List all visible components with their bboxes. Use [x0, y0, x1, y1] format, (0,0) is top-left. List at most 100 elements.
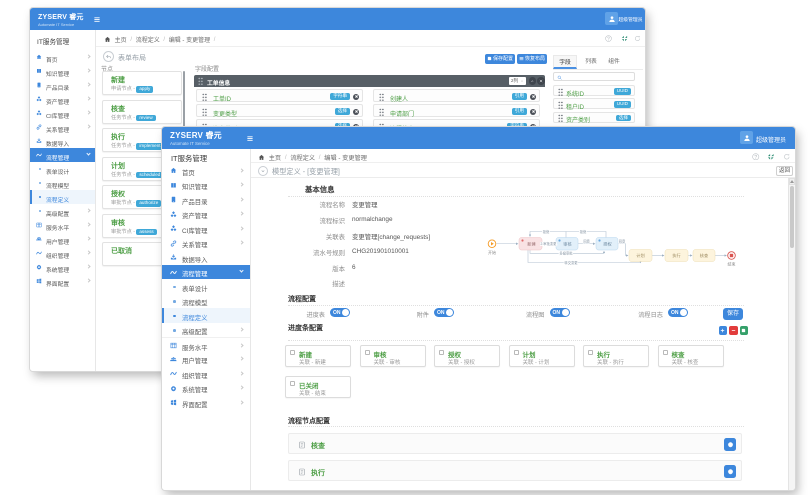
drag-handle-icon[interactable] [558, 114, 563, 123]
breadcrumb[interactable]: 主页 / 流程定义 / 编辑 - 变更管理 [258, 153, 367, 162]
field-cell[interactable]: 创建人 引用 [373, 89, 540, 103]
remove-group-button[interactable] [537, 77, 545, 85]
sidebar-item-process[interactable]: 流程管理 [30, 148, 95, 162]
sidebar-item-relations[interactable]: 关系管理 [30, 120, 95, 134]
sidebar-item-home[interactable]: 首页 [30, 50, 95, 64]
content-scrollbar[interactable] [788, 178, 795, 490]
sidebar-item-home[interactable]: 首页 [162, 163, 250, 178]
sidebar-subitem-advanced-config[interactable]: 高级配置 [162, 323, 250, 338]
refresh-icon[interactable] [783, 153, 791, 161]
sidebar-item-import[interactable]: 数据导入 [162, 250, 250, 265]
help-icon[interactable] [605, 35, 612, 42]
checkbox[interactable] [290, 381, 295, 386]
tab-list[interactable]: 列表 [585, 59, 597, 65]
sidebar-item-service-level[interactable]: 服务水平 [30, 218, 95, 232]
drag-handle-icon[interactable] [379, 122, 384, 131]
toggle-flow-chart[interactable]: ON [549, 308, 570, 317]
sidebar-item-service-level[interactable]: 服务水平 [162, 337, 250, 352]
remove-field-icon[interactable] [530, 108, 536, 115]
sidebar-item-ui-config[interactable]: 界面配置 [162, 395, 250, 410]
toggle-attachments[interactable]: ON [434, 308, 454, 317]
sidebar-item-ci[interactable]: CI库管理 [30, 106, 95, 120]
remove-field-icon[interactable] [530, 123, 536, 130]
sidebar-subitem-process-definition[interactable]: 流程定义 [162, 308, 250, 323]
user-avatar[interactable] [740, 131, 753, 144]
collapse-page-button[interactable] [258, 165, 268, 176]
node-config-row-implement[interactable]: 执行 [288, 460, 742, 481]
sidebar-item-products[interactable]: 产品目录 [162, 192, 250, 207]
sidebar-subitem-form-design[interactable]: 表单设计 [30, 162, 95, 176]
user-name[interactable]: 超级管理员 [618, 18, 643, 23]
remove-field-icon[interactable] [353, 123, 359, 130]
back-button[interactable]: 返回 [776, 165, 793, 176]
remove-field-icon[interactable] [353, 93, 359, 100]
sidebar-item-assets[interactable]: 资产管理 [162, 207, 250, 222]
checkbox[interactable] [513, 350, 519, 355]
drag-handle-icon[interactable] [379, 107, 384, 116]
sidebar-item-knowledge[interactable]: 知识管理 [30, 64, 95, 78]
sidebar-subitem-form-design[interactable]: 表单设计 [162, 279, 250, 294]
checkbox[interactable] [364, 350, 370, 355]
sidebar-item-users[interactable]: 用户管理 [162, 352, 250, 367]
progress-card-new[interactable]: 新建 关联 - 新建 [285, 345, 351, 367]
save-steps-button[interactable] [739, 326, 748, 335]
sidebar-subitem-process-model[interactable]: 流程模型 [162, 294, 250, 309]
drag-handle-icon[interactable] [202, 107, 207, 116]
remove-field-icon[interactable] [353, 108, 359, 115]
progress-card-review[interactable]: 核查 关联 - 核查 [657, 345, 724, 367]
sidebar-item-products[interactable]: 产品目录 [30, 78, 95, 92]
palette-item[interactable]: 资产类别 选择 [553, 111, 635, 124]
tab-fields[interactable]: 字段 [553, 55, 577, 69]
save-layout-button[interactable]: 保存配置 [485, 54, 515, 64]
sidebar-item-users[interactable]: 用户管理 [30, 232, 95, 246]
field-cell[interactable]: 工单ID 字符串 [196, 89, 363, 103]
node-settings-button[interactable] [724, 438, 736, 451]
refresh-icon[interactable] [634, 35, 641, 42]
drag-handle-icon[interactable] [558, 100, 563, 109]
sidebar-item-system[interactable]: 系统管理 [162, 381, 250, 396]
toggle-progress-table[interactable]: ON [330, 308, 350, 317]
fullscreen-icon[interactable] [621, 35, 628, 42]
progress-card-closed[interactable]: 已关闭 关联 - 结束 [285, 376, 351, 398]
progress-card-authorize[interactable]: 授权 关联 - 授权 [434, 345, 500, 367]
scroll-thumb[interactable] [790, 186, 794, 248]
add-step-button[interactable] [718, 326, 727, 335]
drag-handle-icon[interactable] [379, 92, 384, 101]
sidebar-item-process[interactable]: 流程管理 [162, 264, 250, 279]
drag-handle-icon[interactable] [202, 92, 207, 101]
drag-handle-icon[interactable] [202, 122, 207, 131]
progress-card-scheduled[interactable]: 计划 关联 - 计划 [508, 345, 575, 367]
remove-field-icon[interactable] [530, 93, 536, 100]
field-group-header[interactable]: 工单信息 2列 [194, 75, 545, 87]
field-cell[interactable]: 申请部门 引用 [373, 104, 540, 118]
user-avatar[interactable] [605, 12, 618, 25]
fullscreen-icon[interactable] [767, 153, 775, 161]
help-icon[interactable] [752, 153, 760, 161]
progress-card-implement[interactable]: 执行 关联 - 执行 [583, 345, 649, 367]
sidebar-toggle-icon[interactable] [246, 135, 254, 142]
field-cell[interactable]: 变更类型 选择 [196, 104, 363, 118]
collapse-group-button[interactable] [528, 77, 537, 85]
sidebar-item-system[interactable]: 系统管理 [30, 260, 95, 274]
sidebar-item-relations[interactable]: 关系管理 [162, 236, 250, 251]
back-page-icon[interactable] [103, 51, 114, 62]
sidebar-item-ci[interactable]: CI库管理 [162, 221, 250, 236]
node-card-apply[interactable]: 新建 申请节点 - apply [102, 71, 182, 95]
sidebar-item-knowledge[interactable]: 知识管理 [162, 178, 250, 193]
scroll-up-button[interactable] [789, 178, 795, 185]
user-name[interactable]: 超级管理员 [756, 138, 787, 144]
sidebar-subitem-process-definition[interactable]: 流程定义 [30, 190, 95, 204]
palette-search-input[interactable] [553, 72, 635, 81]
node-settings-button[interactable] [724, 465, 736, 478]
diagram-node-assess[interactable]: 审核 [555, 237, 579, 251]
checkbox[interactable] [439, 350, 444, 355]
diagram-node-scheduled[interactable]: 计划 [628, 249, 653, 262]
sidebar-subitem-advanced-config[interactable]: 高级配置 [30, 204, 95, 218]
checkbox[interactable] [290, 350, 295, 355]
save-button[interactable]: 保存 [723, 308, 743, 320]
palette-item[interactable]: 租户ID UUID [553, 98, 635, 111]
sidebar-toggle-icon[interactable] [93, 16, 101, 23]
breadcrumb[interactable]: 主页 / 流程定义 / 编辑 - 变更管理 / [104, 35, 217, 44]
workflow-diagram[interactable]: 开始 新建 审核 授权 计划 执行 [482, 225, 772, 275]
columns-select[interactable]: 2列 [509, 77, 526, 85]
